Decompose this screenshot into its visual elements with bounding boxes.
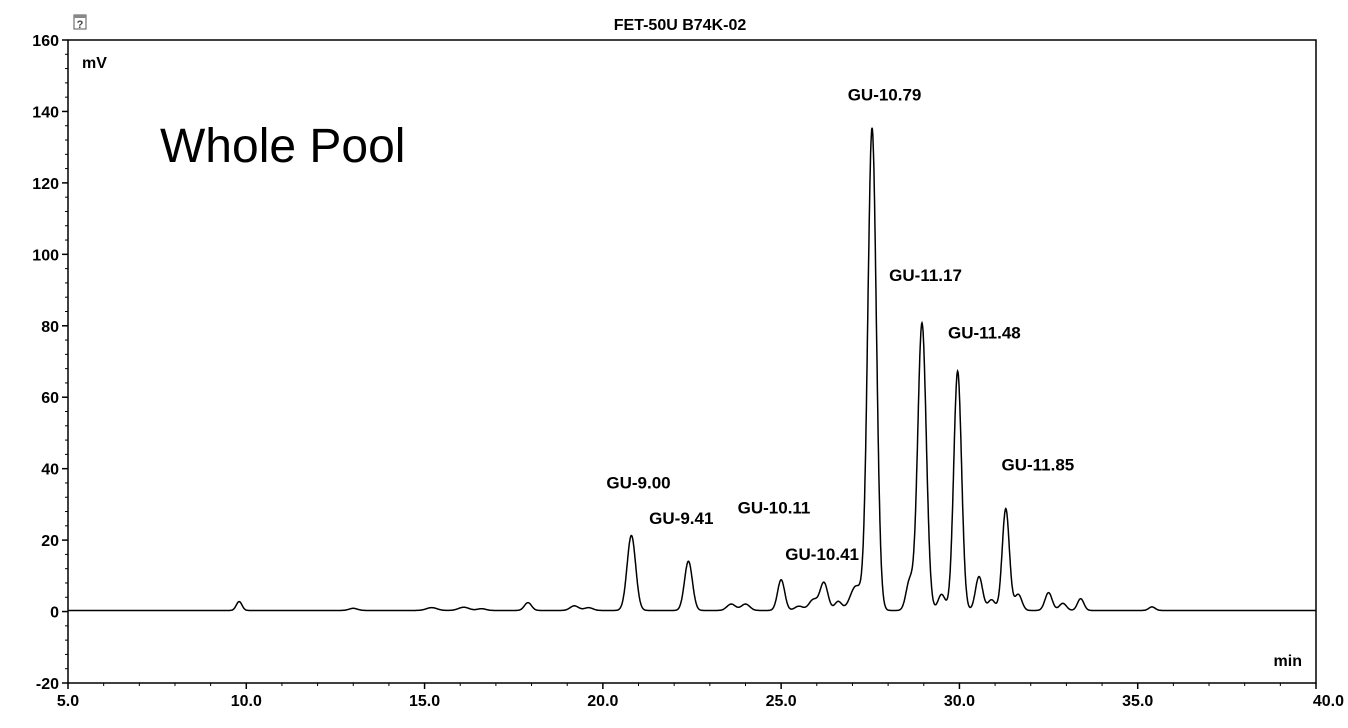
y-tick-label: 0 (50, 605, 59, 622)
y-tick-label: -20 (36, 676, 59, 693)
x-tick-label: 20.0 (587, 693, 618, 710)
x-tick-label: 25.0 (766, 693, 797, 710)
peak-label: GU-9.41 (649, 509, 713, 528)
chart-title: FET-50U B74K-02 (614, 17, 747, 34)
peak-label: GU-10.79 (848, 86, 922, 105)
peak-label: GU-10.11 (738, 498, 811, 517)
x-tick-label: 5.0 (57, 693, 79, 710)
y-tick-label: 80 (41, 319, 59, 336)
y-tick-label: 100 (32, 247, 59, 264)
x-tick-label: 30.0 (944, 693, 975, 710)
y-tick-label: 120 (32, 176, 59, 193)
x-tick-label: 35.0 (1122, 693, 1153, 710)
help-icon[interactable]: ? (73, 14, 87, 31)
svg-text:?: ? (77, 19, 84, 31)
peak-label: GU-9.00 (606, 473, 670, 492)
peak-labels: GU-9.00 GU-9.41 GU-10.11 GU-10.41 GU-10.79 GU… (606, 86, 1074, 564)
x-tick-label: 40.0 (1313, 693, 1344, 710)
x-tick-label: 10.0 (231, 693, 262, 710)
y-tick-label: 140 (32, 104, 59, 121)
axis-ticks (62, 39, 1317, 689)
y-tick-label: 160 (32, 33, 59, 50)
y-tick-label: 20 (41, 533, 59, 550)
whole-pool-annotation: Whole Pool (160, 120, 405, 173)
peak-label: GU-10.41 (785, 545, 859, 564)
y-axis-unit-label: mV (82, 55, 107, 72)
y-tick-label: 40 (41, 462, 59, 479)
chromatogram-trace (68, 127, 1316, 612)
peak-label: GU-11.85 (1001, 455, 1074, 474)
axis-tick-labels: -20 0 20 40 60 80 100 120 140 160 5.0 10.0 15.0 20.0 2… (32, 33, 1344, 710)
plot-frame (67, 39, 1317, 684)
y-tick-label: 60 (41, 390, 59, 407)
x-tick-label: 15.0 (409, 693, 440, 710)
peak-label: GU-11.48 (948, 323, 1021, 342)
peak-label: GU-11.17 (889, 266, 962, 285)
x-axis-unit-label: min (1274, 653, 1302, 670)
